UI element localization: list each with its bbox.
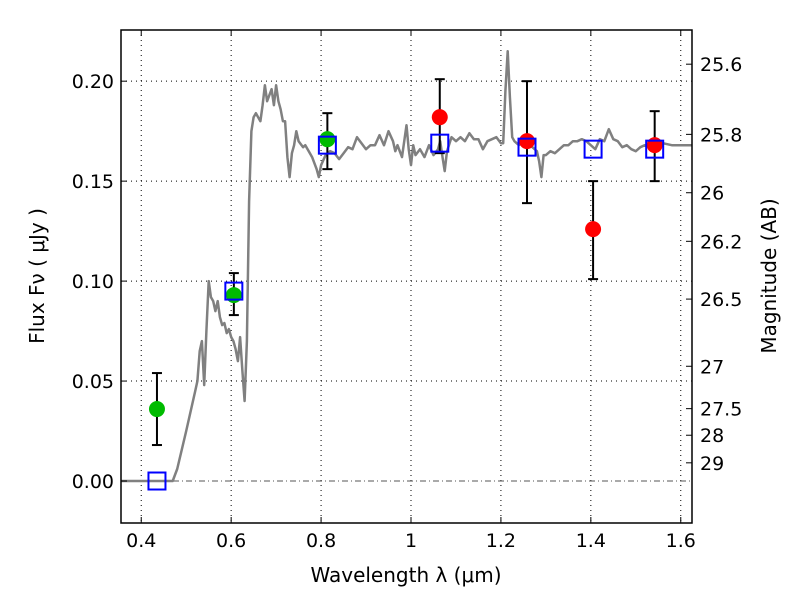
- y-axis-left: 0.00 0.05 0.10 0.15 0.20: [72, 71, 127, 493]
- right-tick-label: 26.5: [700, 289, 742, 311]
- plot-frame: [120, 29, 693, 524]
- axes-frame: [120, 29, 693, 524]
- right-tick-label: 27.5: [700, 399, 742, 421]
- y-axis-right-label: Magnitude (AB): [757, 198, 781, 353]
- y-tick-label: 0.15: [72, 171, 114, 193]
- model-band-square: [583, 139, 603, 159]
- data-point-red: [585, 221, 602, 238]
- data-point-green: [225, 287, 242, 304]
- x-axis-label: Wavelength λ (μm): [310, 563, 501, 587]
- data-point-green: [319, 131, 336, 148]
- x-tick-label: 1.6: [666, 530, 696, 552]
- y-tick-label: 0.05: [72, 371, 114, 393]
- x-axis: 0.4 0.6 0.8 1 1.2 1.4 1.6: [126, 30, 696, 552]
- right-tick-label: 28: [700, 425, 724, 447]
- x-tick-label: 1: [405, 530, 417, 552]
- right-tick-label: 25.8: [700, 124, 742, 146]
- data-point-red: [646, 137, 663, 154]
- model-band-squares: [147, 133, 665, 491]
- grid-lines: [121, 30, 692, 523]
- x-tick-label: 0.8: [306, 530, 336, 552]
- model-band-square: [224, 281, 244, 301]
- model-band-square: [147, 471, 167, 491]
- right-tick-label: 29: [700, 453, 724, 475]
- model-spectrum-line: [121, 49, 692, 483]
- right-tick-label: 27: [700, 356, 724, 378]
- x-tick-label: 0.6: [216, 530, 246, 552]
- observed-points: [148, 109, 663, 418]
- y-tick-label: 0.10: [72, 271, 114, 293]
- model-band-square: [317, 135, 337, 155]
- y-axis-label: Flux Fν ( μJy ): [25, 208, 49, 344]
- y-axis-right: 25.6 25.8 26 26.2 26.5 27 27.5 28 29: [686, 54, 742, 475]
- x-tick-label: 1.4: [576, 530, 606, 552]
- data-point-green: [148, 401, 165, 418]
- right-tick-label: 26: [700, 183, 724, 205]
- right-tick-label: 25.6: [700, 54, 742, 76]
- data-point-red: [518, 133, 535, 150]
- model-band-square: [430, 133, 450, 153]
- model-band-square: [645, 139, 665, 159]
- model-band-square: [517, 137, 537, 157]
- y-tick-label: 0.00: [72, 471, 114, 493]
- data-point-red: [431, 109, 448, 126]
- x-tick-label: 1.2: [486, 530, 516, 552]
- right-tick-label: 26.2: [700, 231, 742, 253]
- spectrum-line: [121, 49, 692, 483]
- x-tick-label: 0.4: [126, 530, 156, 552]
- y-tick-label: 0.20: [72, 71, 114, 93]
